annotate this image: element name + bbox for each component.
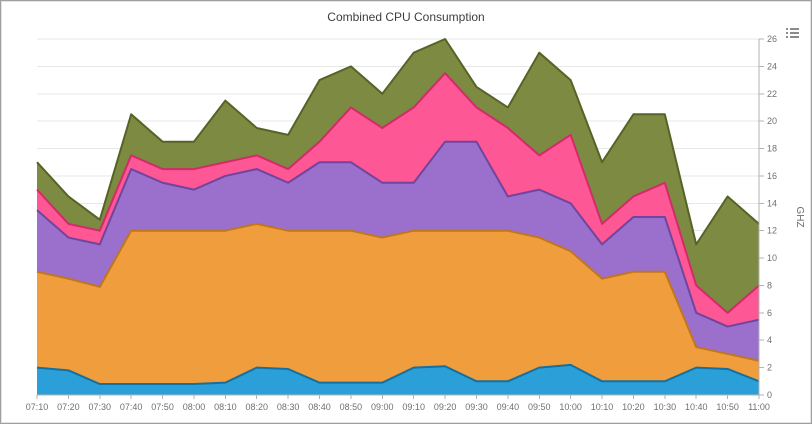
x-tick-label: 10:50 [716,402,739,412]
x-tick-label: 10:20 [622,402,645,412]
y-tick-label: 6 [767,308,772,318]
x-tick-label: 08:10 [214,402,237,412]
area-border-orange [36,222,760,362]
y-tick-label: 2 [767,363,772,373]
x-tick-label: 08:50 [340,402,363,412]
y-tick-label: 18 [767,144,777,154]
y-tick-label: 10 [767,253,777,263]
area-band-olive [37,39,759,313]
x-tick-label: 10:30 [654,402,677,412]
x-tick-label: 07:50 [151,402,174,412]
y-tick-label: 16 [767,171,777,181]
x-tick-label: 08:00 [183,402,206,412]
y-tick-label: 12 [767,226,777,236]
x-tick-label: 10:40 [685,402,708,412]
x-tick-label: 09:20 [434,402,457,412]
y-tick-label: 22 [767,89,777,99]
area-band-orange [37,223,759,385]
area-border-olive [36,38,760,246]
area-band-purple [37,141,759,361]
area-band-blue [37,364,759,395]
x-tick-label: 09:40 [497,402,520,412]
y-tick-label: 24 [767,61,777,71]
x-tick-label: 09:30 [465,402,488,412]
export-menu-button[interactable] [783,25,801,41]
x-tick-label: 07:10 [26,402,49,412]
x-tick-label: 08:40 [308,402,331,412]
x-tick-label: 10:00 [559,402,582,412]
x-tick-label: 11:00 [748,402,770,412]
x-tick-label: 09:50 [528,402,551,412]
y-tick-label: 20 [767,116,777,126]
area-border-pink [36,72,760,314]
area-border-blue [36,363,760,386]
x-tick-label: 08:20 [245,402,268,412]
x-tick-label: 09:00 [371,402,394,412]
x-tick-label: 07:30 [89,402,112,412]
y-tick-label: 4 [767,335,772,345]
x-tick-label: 08:30 [277,402,300,412]
x-tick-label: 10:10 [591,402,614,412]
x-tick-label: 07:20 [57,402,80,412]
export-menu-icon [785,27,799,39]
y-tick-label: 14 [767,198,777,208]
y-tick-label: 8 [767,280,772,290]
area-band-pink [37,73,759,327]
y-tick-label: 0 [767,390,772,400]
x-tick-label: 07:40 [120,402,143,412]
y-tick-label: 26 [767,34,777,44]
x-tick-label: 09:10 [402,402,425,412]
area-border-purple [36,140,760,328]
